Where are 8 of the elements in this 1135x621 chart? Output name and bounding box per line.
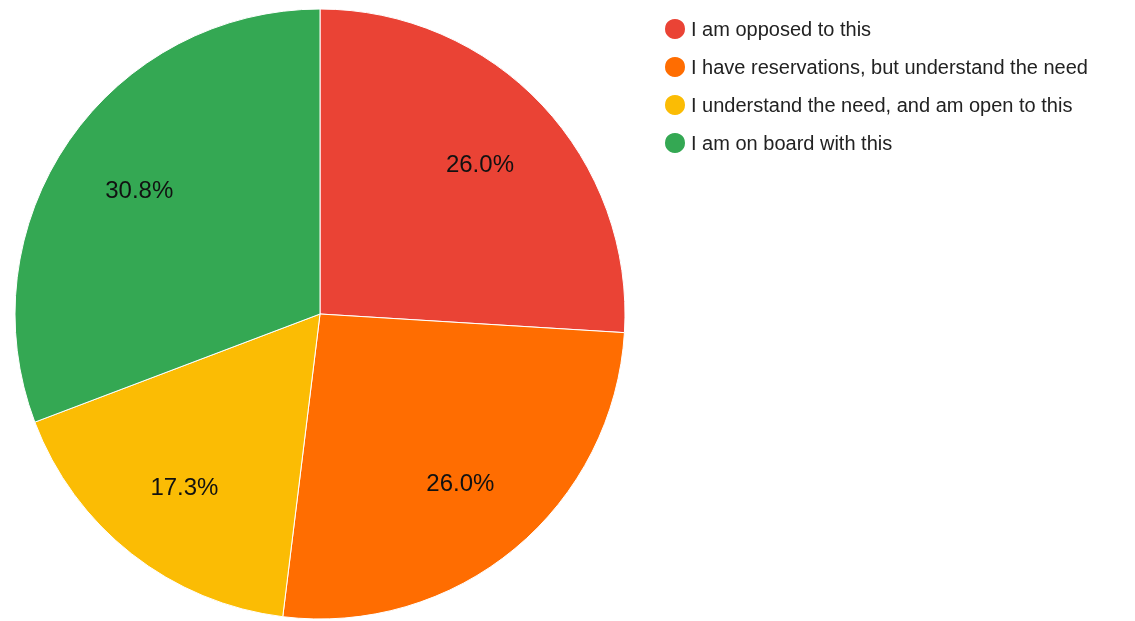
- data-label: 30.8%: [105, 175, 174, 203]
- data-label: 26.0%: [445, 150, 514, 178]
- legend-label: I understand the need, and am open to this: [691, 94, 1073, 116]
- data-label: 26.0%: [426, 469, 495, 497]
- legend-label: I am opposed to this: [691, 18, 872, 40]
- legend-label: I have reservations, but understand the need: [691, 56, 1088, 78]
- data-label: 17.3%: [150, 473, 219, 501]
- legend-label: I am on board with this: [691, 132, 893, 154]
